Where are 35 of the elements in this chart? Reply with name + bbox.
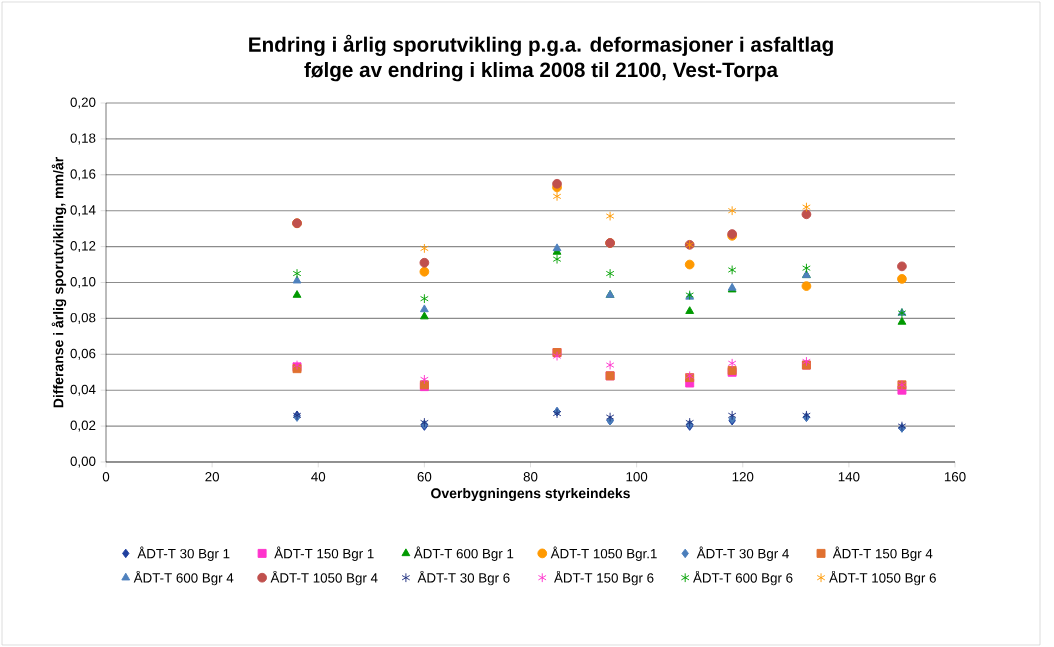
x-tick-label: 120 <box>732 472 754 482</box>
y-tick-label: 0,04 <box>70 384 96 396</box>
y-tick-label: 0,12 <box>70 241 96 253</box>
y-tick-label: 0,20 <box>70 97 96 109</box>
legend-label: ÅDT-T 150 Bgr 4 <box>832 546 933 561</box>
x-tick-label: 60 <box>417 472 432 482</box>
x-tick-label: 160 <box>944 472 966 482</box>
y-tick-label: 0,16 <box>70 169 96 181</box>
legend-label: ÅDT-T 600 Bgr 6 <box>693 570 793 586</box>
x-tick-label: 20 <box>205 472 220 482</box>
legend-label: ÅDT-T 600 Bgr 4 <box>133 570 234 586</box>
chart-title: Endring i årlig sporutvikling p.g.a. deformasjoner i asfaltlag følge av endring i klima 2008 til 2100, Vest-Torpa <box>249 34 833 82</box>
y-tick-label: 0,02 <box>70 420 96 432</box>
y-tick-label: 0,06 <box>70 348 96 360</box>
legend-label: ÅDT-T 150 Bgr 1 <box>274 546 374 561</box>
x-tick-label: 0 <box>102 472 110 482</box>
x-tick-label: 80 <box>523 472 538 482</box>
legend-label: ÅDT-T 30 Bgr 4 <box>696 546 789 561</box>
legend-label: ÅDT-T 1050 Bgr.1 <box>550 546 657 561</box>
y-tick-label: 0,14 <box>70 205 96 217</box>
y-tick-label: 0,08 <box>70 312 96 324</box>
y-tick-label: 0,18 <box>70 133 96 145</box>
x-tick-label: 100 <box>626 472 648 482</box>
legend-label: ÅDT-T 1050 Bgr 4 <box>270 570 378 586</box>
legend-label: ÅDT-T 30 Bgr 6 <box>417 570 510 586</box>
legend-label: ÅDT-T 1050 Bgr 6 <box>829 570 936 586</box>
y-tick-label: 0,10 <box>70 277 96 289</box>
legend-label: ÅDT-T 150 Bgr 6 <box>554 570 654 586</box>
x-tick-label: 140 <box>838 472 860 482</box>
x-tick-label: 40 <box>311 472 326 482</box>
legend-label: ÅDT-T 600 Bgr 1 <box>413 546 514 561</box>
x-axis-title: Overbygningens styrkeindeks <box>431 487 630 502</box>
y-axis-title: Differanse i årlig sporutvikling, mm/år <box>51 157 67 408</box>
y-tick-label: 0,00 <box>70 456 96 468</box>
legend-label: ÅDT-T 30 Bgr 1 <box>137 546 230 561</box>
